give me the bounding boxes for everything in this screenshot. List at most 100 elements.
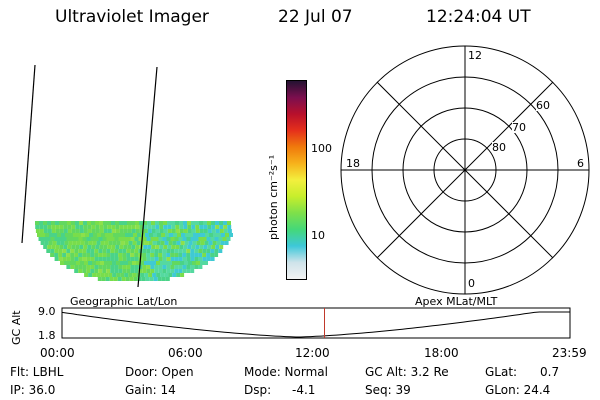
image-pixel [184,241,189,245]
image-pixel [142,253,147,257]
image-pixel [95,225,100,229]
image-pixel [74,237,79,241]
image-pixel [75,245,80,249]
image-pixel [206,253,211,257]
image-pixel [146,249,151,253]
image-pixel [183,225,188,229]
image-pixel [47,225,52,229]
image-pixel [178,269,183,273]
image-pixel [126,269,131,273]
image-pixel [156,261,160,265]
image-pixel [88,241,93,245]
image-pixel [210,253,215,257]
image-pixel [190,269,195,273]
image-pixel [191,245,196,249]
image-pixel [52,241,57,245]
colorbar [286,80,307,280]
image-pixel [148,261,152,265]
image-pixel [154,249,159,253]
image-pixel [133,233,137,237]
image-pixel [98,265,103,269]
image-pixel [211,229,216,233]
image-pixel [200,241,205,245]
image-pixel [84,241,89,245]
image-pixel [134,265,139,269]
image-pixel [134,269,139,273]
image-pixel [134,237,139,241]
image-pixel [166,257,171,261]
image-pixel [168,273,173,277]
image-pixel [116,273,121,277]
image-pixel [210,257,215,261]
image-pixel [154,269,159,273]
image-pixel [148,273,153,277]
image-pixel [111,221,115,225]
image-pixel [86,253,91,257]
image-pixel [157,277,162,281]
y-tick-top: 9.0 [38,305,56,318]
image-pixel [75,221,79,225]
image-pixel [120,241,125,245]
image-pixel [214,249,219,253]
image-pixel [137,233,141,237]
image-pixel [123,245,128,249]
image-pixel [114,253,119,257]
image-pixel [98,257,103,261]
image-pixel [87,221,91,225]
image-pixel [118,253,123,257]
image-pixel [152,261,156,265]
image-pixel [103,225,108,229]
image-pixel [102,253,107,257]
image-pixel [69,233,73,237]
image-pixel [163,245,168,249]
image-pixel [134,253,139,257]
image-pixel [126,237,131,241]
image-pixel [196,241,201,245]
image-pixel [117,277,122,281]
image-pixel [110,237,115,241]
image-pixel [56,241,61,245]
image-pixel [119,245,124,249]
image-pixel [105,233,109,237]
image-pixel [107,221,111,225]
image-pixel [170,249,175,253]
image-pixel [212,241,217,245]
image-pixel [158,253,163,257]
image-pixel [95,229,100,233]
image-pixel [119,229,124,233]
image-pixel [64,261,68,265]
image-pixel [54,249,59,253]
image-pixel [223,221,227,225]
image-pixel [47,221,51,225]
timeline-y-axis-label: GC Alt [10,310,23,345]
image-pixel [159,245,164,249]
image-pixel [98,253,103,257]
image-pixel [209,233,213,237]
image-pixel [184,261,188,265]
image-pixel [123,225,128,229]
image-pixel [178,249,183,253]
image-pixel [118,257,123,261]
image-pixel [122,253,127,257]
image-pixel [162,237,167,241]
image-pixel [111,229,116,233]
image-pixel [223,225,228,229]
image-pixel [104,241,109,245]
image-pixel [225,233,229,237]
image-pixel [195,229,200,233]
image-pixel [194,237,199,241]
image-pixel [137,277,142,281]
image-pixel [54,257,59,261]
image-pixel [70,237,75,241]
image-pixel [74,249,79,253]
image-pixel [219,229,224,233]
image-pixel [120,261,124,265]
image-pixel [202,237,207,241]
image-pixel [167,245,172,249]
image-pixel [176,261,180,265]
image-pixel [118,237,123,241]
observation-time: 12:24:04 UT [426,7,531,27]
image-pixel [160,261,164,265]
image-pixel [53,233,57,237]
image-pixel [147,229,152,233]
